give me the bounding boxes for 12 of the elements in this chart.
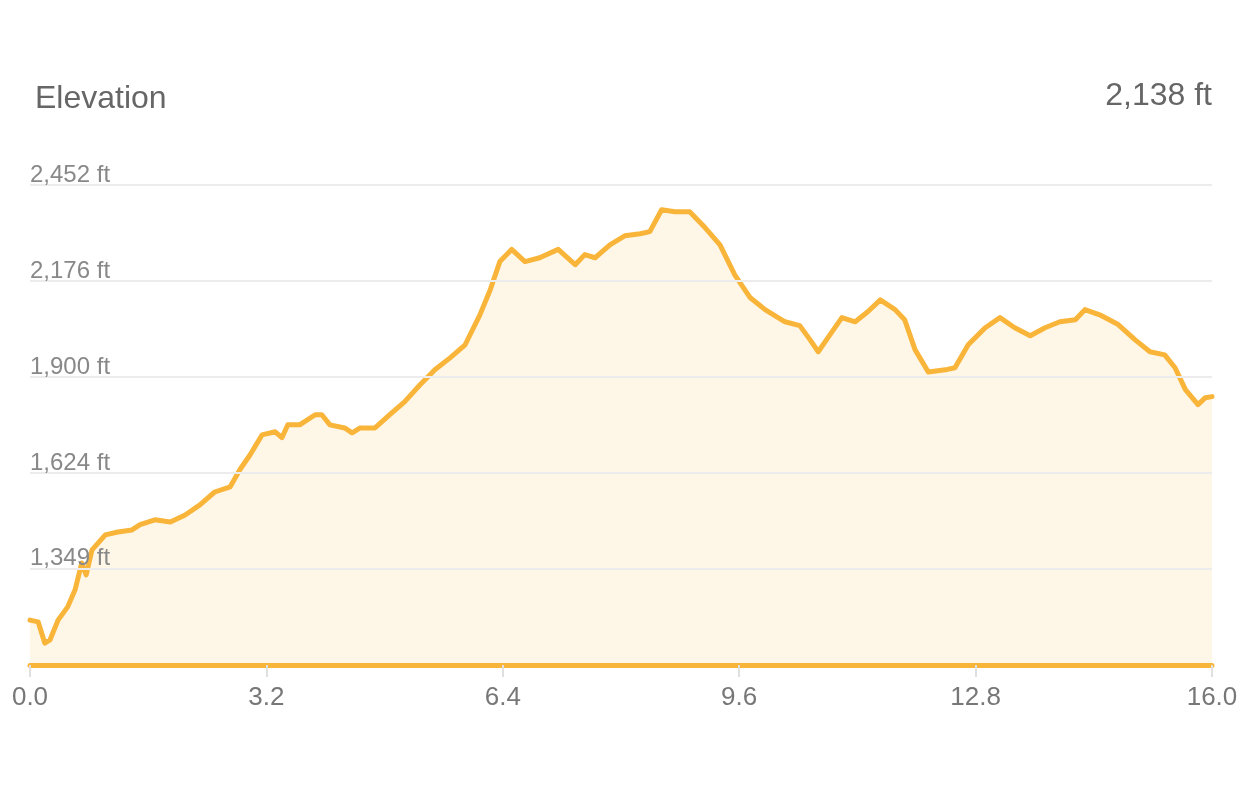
y-tick-label: 1,624 ft (30, 447, 111, 475)
x-tick-label: 12.8 (950, 681, 1001, 711)
y-tick-label: 1,900 ft (30, 351, 111, 379)
x-tick-label: 0.0 (11, 681, 49, 711)
text: 2,138 ft (1105, 76, 1213, 112)
chart-title: Elevation (35, 79, 167, 115)
y-tick-label: 2,176 ft (30, 255, 111, 283)
x-tick-label: 16.0 (1186, 681, 1238, 711)
x-tick-label: 9.6 (721, 681, 758, 711)
y-tick-label: 2,452 ft (30, 159, 111, 187)
x-tick-label: 6.4 (484, 681, 521, 711)
x-tick-label: 3.2 (248, 681, 285, 711)
